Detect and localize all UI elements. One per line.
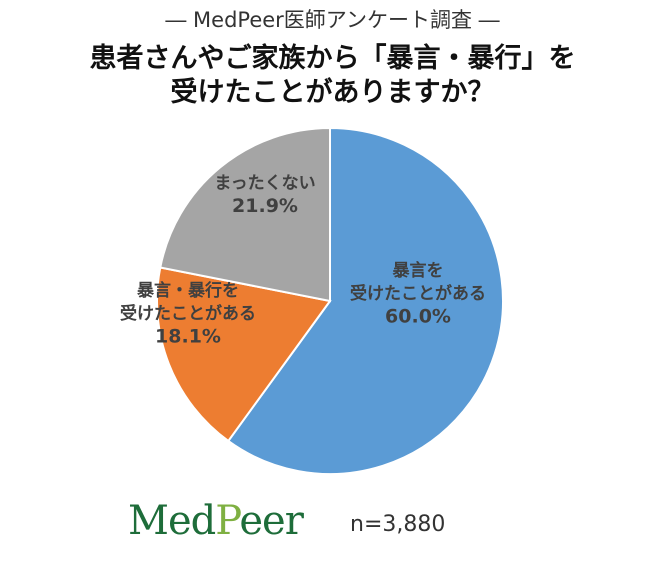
chart-title-line-2: 受けたことがありますか？: [170, 77, 495, 108]
pie-labels: 暴言を受けたことがある60.0%暴言・暴行を受けたことがある18.1%まったくな…: [120, 174, 486, 348]
slice-verbal-abuse-value-label: 60.0%: [385, 306, 451, 328]
logo-text-p: P: [215, 498, 240, 544]
chart-title-line-1: 患者さんやご家族から「暴言・暴行」を: [89, 43, 576, 74]
logo-text-med: Med: [128, 498, 216, 544]
slice-abuse-and-assault-value-label: 18.1%: [155, 326, 221, 348]
slice-verbal-abuse-name-label: 受けたことがある: [350, 283, 486, 304]
pie-slices: [156, 126, 504, 475]
slice-never: [159, 126, 331, 303]
slice-abuse-and-assault-name-label: 受けたことがある: [120, 303, 256, 324]
slice-verbal-abuse-name-label: 暴言を: [392, 260, 444, 281]
logo-text-eer: eer: [239, 498, 303, 544]
slice-abuse-and-assault: [156, 266, 332, 443]
medpeer-logo: MedPeer: [128, 498, 304, 544]
slice-never-value-label: 21.9%: [232, 195, 298, 217]
slice-abuse-and-assault-name-label: 暴言・暴行を: [136, 280, 239, 301]
slice-verbal-abuse: [226, 126, 504, 475]
sample-size: n=3,880: [350, 512, 446, 537]
slice-never-name-label: まったくない: [214, 174, 315, 194]
survey-label: ― MedPeer医師アンケート調査 ―: [165, 8, 500, 32]
